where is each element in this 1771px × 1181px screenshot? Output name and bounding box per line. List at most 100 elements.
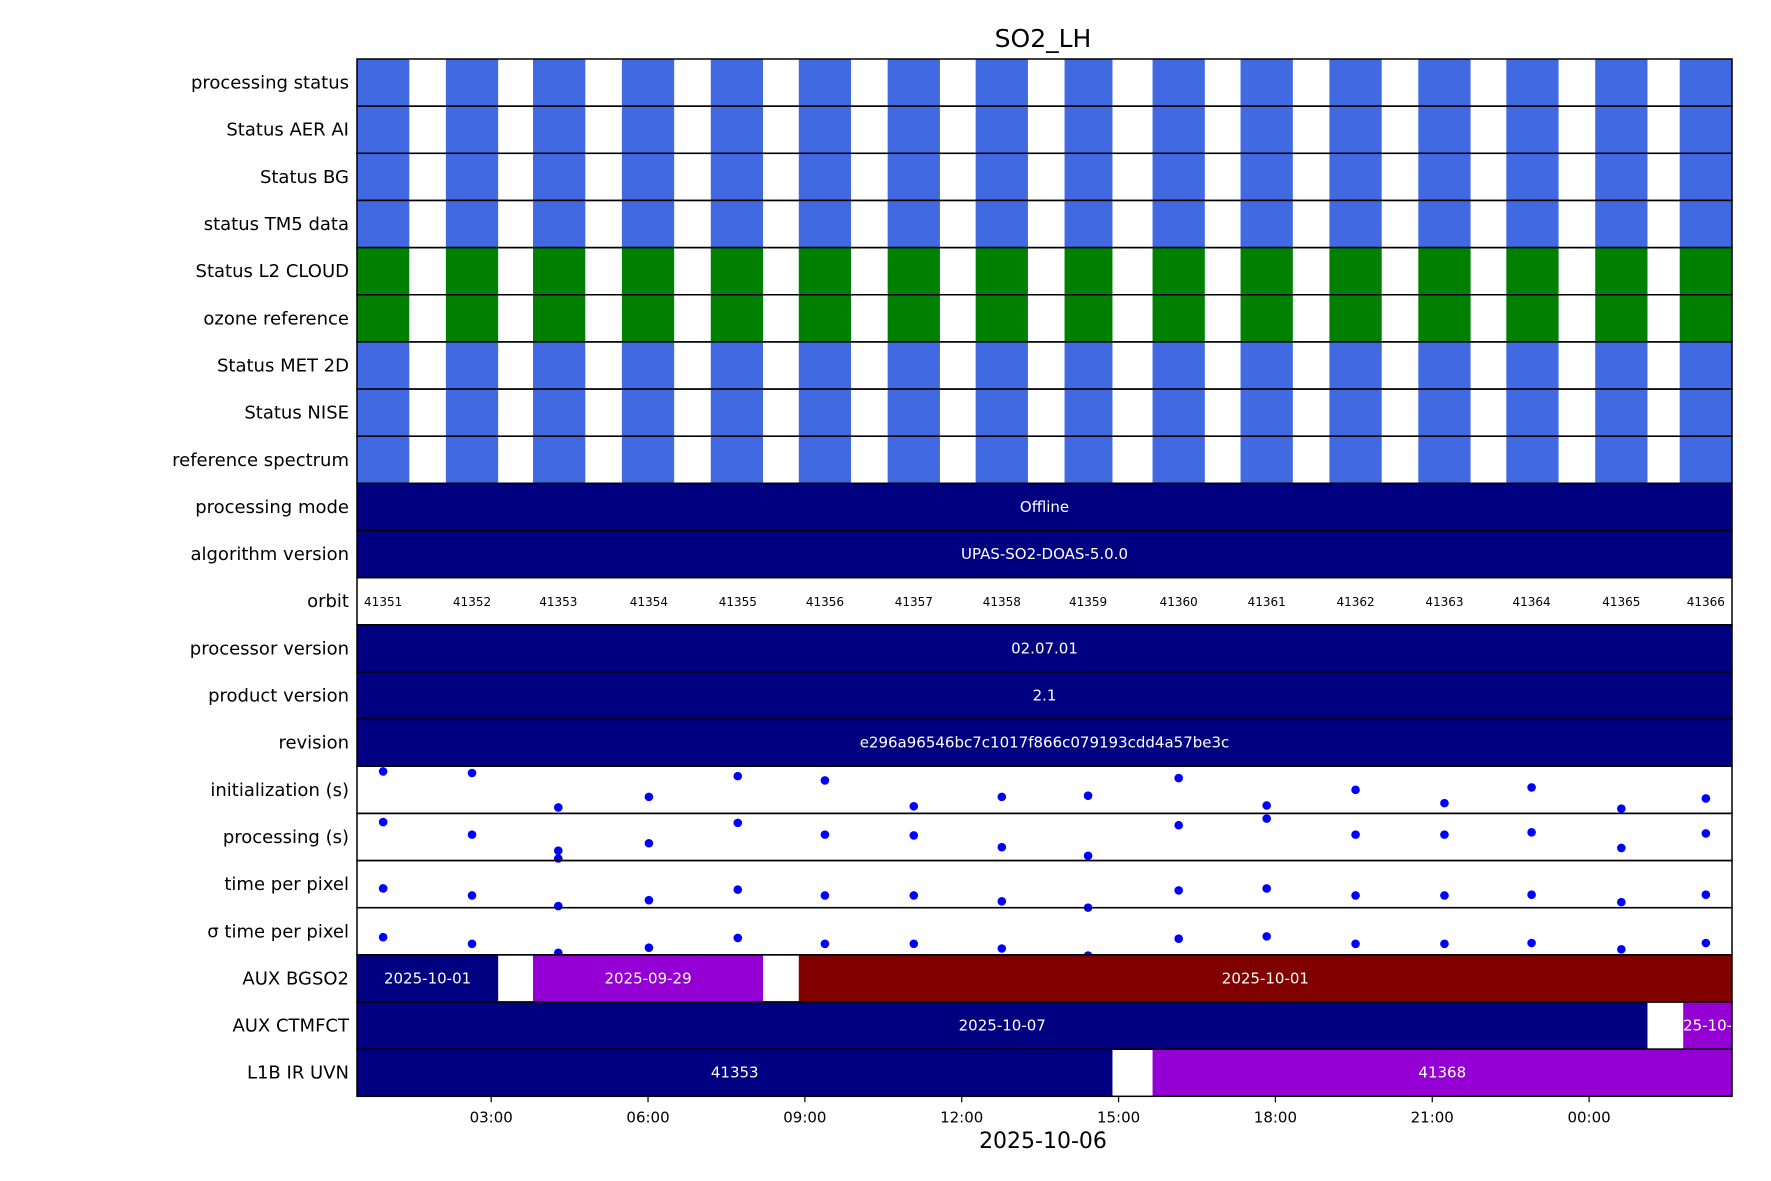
row-time-per-pixel-point-3 xyxy=(644,943,654,953)
row-status-l2-cloud-bar-41366 xyxy=(1679,247,1732,295)
row-processing-status-bar-41356 xyxy=(798,59,852,107)
row-status-bg-bar-41358 xyxy=(975,153,1028,201)
row-time-per-pixel-point-15 xyxy=(1701,938,1711,948)
row-status-tm5-data: status TM5 data xyxy=(204,199,1733,249)
orbit-label-41363: 41363 xyxy=(1425,595,1463,609)
row-status-tm5-data-bar-41354 xyxy=(621,200,675,248)
row-processing-s-point-10 xyxy=(1174,820,1183,830)
row-status-l2-cloud-bar-41351 xyxy=(357,247,410,295)
row-reference-spectrum-bar-41364 xyxy=(1506,436,1559,484)
row-status-met-2d: Status MET 2D xyxy=(217,341,1733,390)
row-initialization-s-point-14 xyxy=(1617,804,1626,813)
row-aux-bgso2-segment-1-label: 2025-09-29 xyxy=(604,969,691,987)
orbit-label-41360: 41360 xyxy=(1160,595,1198,609)
row-initialization-s-border xyxy=(356,765,1733,815)
row-processing-status-label: processing status xyxy=(191,73,349,94)
row-status-aer-ai-bar-41366 xyxy=(1679,106,1732,154)
row-processing-status-bar-41358 xyxy=(975,59,1028,107)
row-status-l2-cloud-bar-41356 xyxy=(798,247,852,295)
row-status-l2-cloud-label: Status L2 CLOUD xyxy=(196,261,349,282)
orbit-label-41366: 41366 xyxy=(1687,595,1725,609)
row-processing-s-point-13 xyxy=(1440,830,1449,839)
row-processing-status: processing status xyxy=(191,58,1733,107)
row-revision-label: revision xyxy=(278,733,349,754)
orbit-label-41364: 41364 xyxy=(1512,595,1550,609)
x-tick-label-4: 15:00 xyxy=(1097,1108,1140,1126)
row-status-tm5-data-bar-41353 xyxy=(533,200,586,248)
row-status-aer-ai-bar-41358 xyxy=(975,106,1028,154)
row-status-nise-bar-41357 xyxy=(887,389,940,437)
row-status-tm5-data-label: status TM5 data xyxy=(204,214,349,235)
row-processing-s-point-11 xyxy=(1262,814,1271,823)
row-reference-spectrum-bar-41359 xyxy=(1064,436,1113,484)
x-axis: 03:00 06:00 09:00 12:00 15:00 18:00 21:00 00:00 xyxy=(470,1096,1611,1126)
row-l1b-ir-uvn-segment-0-label: 41353 xyxy=(711,1064,759,1082)
row-time-per-pixel-border xyxy=(356,859,1733,909)
row-l1b-ir-uvn-segment-1-label: 41368 xyxy=(1418,1064,1466,1082)
row-processing-status-bar-41352 xyxy=(445,59,499,107)
row-status-nise-bar-41353 xyxy=(533,389,586,437)
row-time-per-pixel-point-11 xyxy=(1351,939,1360,949)
row-reference-spectrum-bar-41360 xyxy=(1152,436,1205,484)
row-initialization-s-point-1 xyxy=(467,768,477,778)
row-processing-status-bar-41360 xyxy=(1152,59,1205,107)
row-status-tm5-data-bar-41356 xyxy=(798,200,852,248)
row-aux-bgso2-segment-2 xyxy=(798,954,1732,1002)
x-tick-label-6: 21:00 xyxy=(1411,1108,1454,1126)
row-processing-mode-segment-0-label: Offline xyxy=(1020,498,1069,516)
row-processing-s-point-2 xyxy=(553,846,563,855)
row-status-tm5-data-bar-41362 xyxy=(1329,200,1382,248)
orbit-label-41357: 41357 xyxy=(895,595,933,609)
row-processing-s-point-0 xyxy=(378,817,388,827)
row-time-per-pixel-point-0 xyxy=(378,932,388,942)
row-status-met-2d-bar-41354 xyxy=(621,341,675,390)
row-time-per-pixel-point-10 xyxy=(1262,884,1271,893)
row-status-l2-cloud-bar-41352 xyxy=(445,247,499,295)
row-status-met-2d-bar-41356 xyxy=(798,341,852,390)
row-time-per-pixel-point-1 xyxy=(467,939,477,949)
row-time-per-pixel-point-14 xyxy=(1617,944,1626,954)
row-status-nise-bar-41363 xyxy=(1418,389,1471,437)
row-status-nise-bar-41358 xyxy=(975,389,1028,437)
row-ozone-reference-bar-41352 xyxy=(445,294,499,342)
row-initialization-s-point-5 xyxy=(820,776,830,785)
row-aux-bgso2-label: AUX BGSO2 xyxy=(242,968,349,989)
row-revision-segment-0-label: e296a96546bc7c1017f866c079193cdd4a57be3c xyxy=(860,734,1230,752)
row-product-version: product version 2.1 xyxy=(208,671,1733,720)
row-initialization-s-point-3 xyxy=(644,792,654,802)
row-status-aer-ai-bar-41353 xyxy=(533,106,586,154)
row-product-version-segment-0-label: 2.1 xyxy=(1033,687,1057,705)
row-processing-status-bar-41362 xyxy=(1329,59,1382,107)
row-status-tm5-data-bar-41366 xyxy=(1679,200,1732,248)
row-initialization-s-point-9 xyxy=(1174,773,1183,783)
row-aux-bgso2-segment-2-label: 2025-10-01 xyxy=(1222,969,1309,987)
row-aux-ctmfct: AUX CTMFCT 2025-10-07 2025-10-08 xyxy=(232,1001,1751,1050)
row-status-nise-bar-41364 xyxy=(1506,389,1559,437)
row-initialization-s-point-4 xyxy=(733,771,743,781)
row-status-bg-bar-41352 xyxy=(445,153,499,201)
row-processing-mode: processing mode Offline xyxy=(195,482,1733,532)
x-tick-label-5: 18:00 xyxy=(1254,1108,1297,1126)
row-status-l2-cloud-bar-41364 xyxy=(1506,247,1559,295)
x-tick-label-1: 06:00 xyxy=(626,1108,669,1126)
row-reference-spectrum-bar-41352 xyxy=(445,436,499,484)
row-aux-ctmfct-segment-0-label: 2025-10-07 xyxy=(959,1017,1046,1035)
row-aux-ctmfct-segment-1-label: 2025-10-08 xyxy=(1664,1017,1751,1035)
orbit-label-41358: 41358 xyxy=(983,595,1021,609)
row-ozone-reference-bar-41354 xyxy=(621,294,675,342)
row-reference-spectrum-bar-41358 xyxy=(975,436,1028,484)
row-status-l2-cloud-bar-41365 xyxy=(1595,247,1648,295)
row-aux-ctmfct-label: AUX CTMFCT xyxy=(232,1016,350,1037)
row-status-tm5-data-bar-41352 xyxy=(445,200,499,248)
row-status-bg-bar-41363 xyxy=(1418,153,1471,201)
row-time-per-pixel-border xyxy=(356,906,1733,956)
row-status-tm5-data-bar-41361 xyxy=(1240,200,1293,248)
row-status-l2-cloud-bar-41362 xyxy=(1329,247,1382,295)
row-initialization-s-point-2 xyxy=(553,803,563,812)
row-time-per-pixel-point-6 xyxy=(909,891,919,900)
row-status-met-2d-label: Status MET 2D xyxy=(217,355,349,376)
row-l1b-ir-uvn-segment-1 xyxy=(1152,1049,1732,1097)
row-status-nise: Status NISE xyxy=(244,388,1733,437)
row-processing-s-point-4 xyxy=(644,838,654,848)
